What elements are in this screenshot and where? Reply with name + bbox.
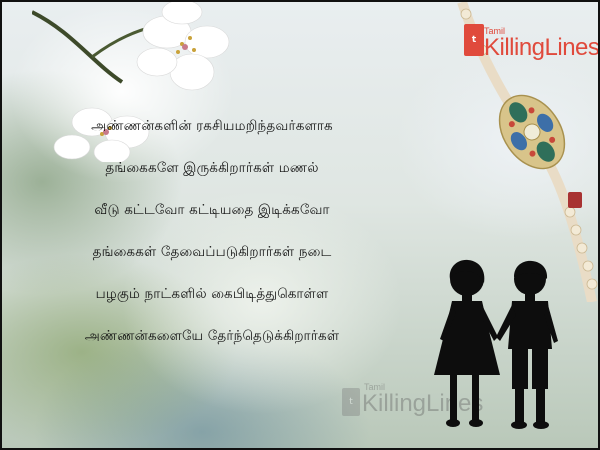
poem-line: தங்கைகள் தேவைப்படுகிறார்கள் நடை [92,244,332,260]
blossom-branch-illustration [32,2,230,162]
poem-line: வீடு கட்டவோ கட்டியதை இடிக்கவோ [94,202,330,218]
watermark-icon: t [342,388,360,416]
poem-line: அண்ணன்களையே தேர்ந்தெடுக்கிறார்கள் [84,328,340,344]
brand-logo-icon: t [464,24,484,56]
children-silhouette-illustration [434,259,558,429]
watermark-small-text: Tamil [364,382,386,392]
watermark-text: KillingLines [362,390,484,417]
brand-logo-small-text: Tamil [484,26,506,36]
poem-line: பழகும் நாட்களில் கைபிடித்துகொள்ள [95,286,329,302]
brand-logo-text: KillingLines [484,34,600,61]
poem-line: தங்கைகளே இருக்கிறார்கள் மணல் [105,160,319,176]
poem-line: அண்ணன்களின் ரகசியமறிந்தவர்களாக [91,118,333,134]
poem-text: அண்ணன்களின் ரகசியமறிந்தவர்களாக தங்கைகளே … [32,118,392,372]
